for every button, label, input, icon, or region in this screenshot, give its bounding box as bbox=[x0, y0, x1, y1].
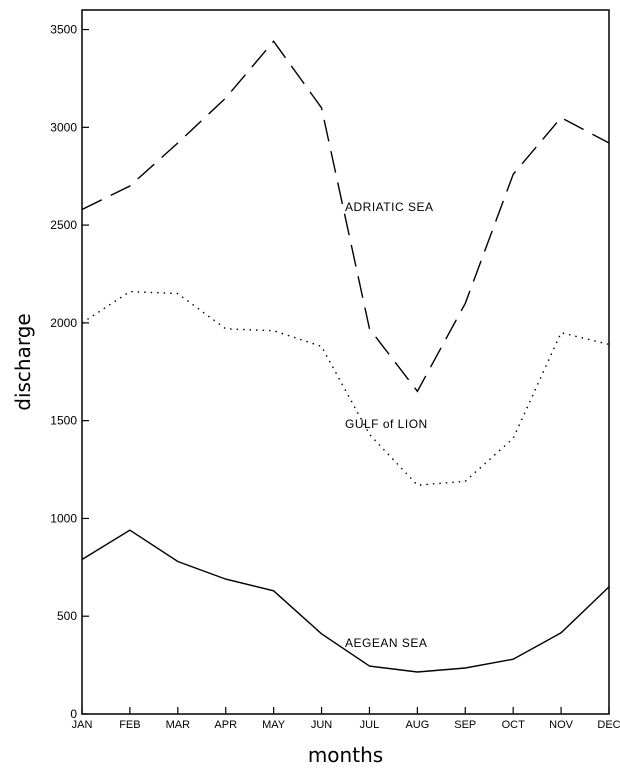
series-label: AEGEAN SEA bbox=[345, 636, 427, 650]
x-tick-label: OCT bbox=[502, 719, 526, 731]
x-tick-label: FEB bbox=[119, 719, 140, 731]
y-tick-label: 2500 bbox=[50, 218, 77, 232]
series-label: ADRIATIC SEA bbox=[345, 200, 433, 214]
x-tick-label: APR bbox=[214, 719, 237, 731]
x-tick-label: DEC bbox=[597, 719, 620, 731]
x-tick-label: SEP bbox=[454, 719, 476, 731]
y-tick-label: 2000 bbox=[50, 316, 77, 330]
x-tick-label: MAY bbox=[262, 719, 286, 731]
x-tick-label: JAN bbox=[72, 719, 93, 731]
plot-frame bbox=[81, 9, 610, 715]
x-tick-label: AUG bbox=[405, 719, 429, 731]
x-axis-title: months bbox=[308, 743, 383, 767]
y-axis-title: discharge bbox=[11, 313, 35, 410]
series-line-aegean-sea bbox=[81, 529, 610, 673]
y-tick-label: 0 bbox=[70, 707, 77, 721]
x-axis: JAN FEB MAR APR MAY JUN JUL AUG SEP OCT NOV DEC bbox=[72, 707, 620, 731]
series-line-adriatic-sea bbox=[81, 40, 610, 393]
y-tick-label: 3000 bbox=[50, 120, 77, 134]
x-tick-label: JUL bbox=[360, 719, 380, 731]
x-tick-label: NOV bbox=[549, 719, 574, 731]
y-tick-label: 3500 bbox=[50, 23, 77, 37]
series-group: ADRIATIC SEA GULF of LION AEGEAN SEA bbox=[81, 40, 610, 673]
y-tick-label: 1500 bbox=[50, 414, 77, 428]
x-tick-label: MAR bbox=[166, 719, 191, 731]
y-tick-label: 500 bbox=[57, 609, 77, 623]
y-axis: 0 500 1000 1500 2000 2500 3000 3500 bbox=[50, 23, 89, 721]
x-tick-label: JUN bbox=[311, 719, 332, 731]
series-label: GULF of LION bbox=[345, 417, 428, 431]
y-tick-label: 1000 bbox=[50, 511, 77, 525]
series-line-gulf-of-lion bbox=[81, 290, 610, 486]
